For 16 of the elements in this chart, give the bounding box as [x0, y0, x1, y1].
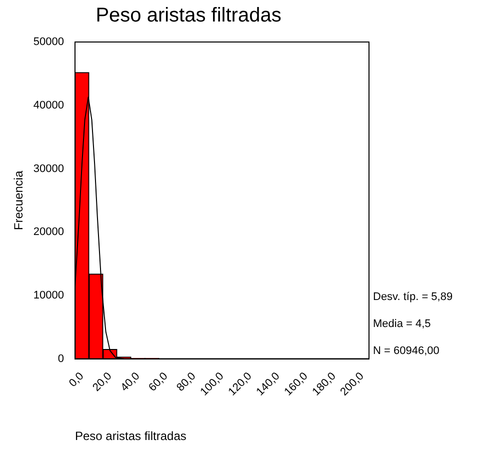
text: N = 60946,00	[373, 344, 440, 357]
chart-title: Peso aristas filtradas	[96, 4, 282, 27]
y-axis-title: Frecuencia	[12, 170, 26, 230]
y-tick-label: 10000	[33, 289, 64, 302]
y-tick-label: 20000	[33, 226, 64, 238]
text: Desv. típ. = 5,89	[373, 290, 453, 303]
x-axis-title: Peso aristas filtradas	[74, 429, 186, 444]
x-tick-label: 80,0	[174, 370, 198, 394]
x-tick-label: 0,0	[66, 370, 86, 390]
y-tick-label: 50000	[33, 36, 64, 48]
x-tick-label: 40,0	[118, 370, 142, 394]
text: Media = 4,5	[373, 318, 431, 330]
y-tick-label: 40000	[33, 99, 64, 112]
x-tick-label: 60,0	[146, 370, 170, 394]
y-tick-label: 30000	[33, 162, 64, 175]
y-tick-label: 0	[58, 352, 64, 365]
